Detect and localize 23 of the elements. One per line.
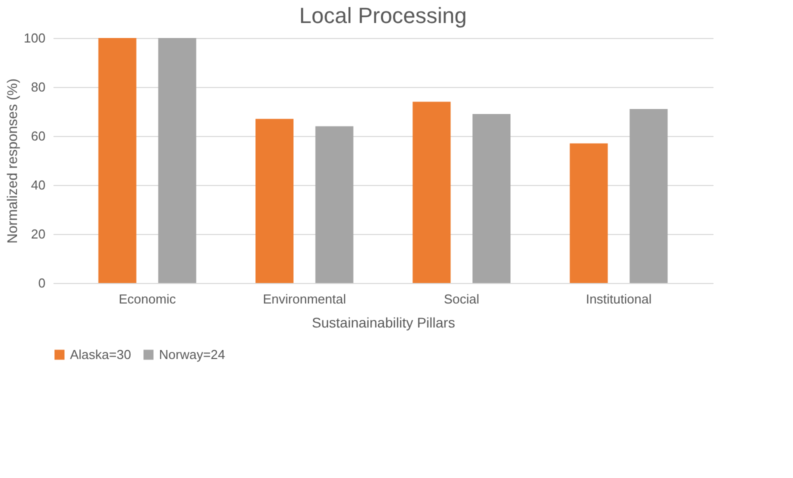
x-tick-label: Institutional [586,292,652,306]
y-axis-title: Normalized responses (%) [4,78,20,244]
legend-label: Alaska=30 [70,346,132,362]
x-tick-label: Environmental [262,292,346,306]
y-tick-label: 20 [31,226,46,242]
bar [630,109,668,283]
y-tick-label: 80 [31,80,46,94]
bar [98,38,136,283]
y-tick-label: 40 [31,178,46,192]
x-axis-title: Sustainainability Pillars [312,314,456,330]
bar [255,118,294,283]
y-tick-label: 100 [24,30,46,46]
y-tick-label: 60 [31,128,46,144]
bar [570,143,608,283]
chart-title: Local Processing [299,3,467,28]
y-tick-label: 0 [38,276,46,290]
bar [158,38,196,283]
bar [412,102,451,283]
x-tick-label: Social [444,292,480,306]
bar [315,126,354,283]
bar [472,114,511,283]
legend-label: Norway=24 [159,346,226,362]
x-tick-label: Economic [118,292,176,306]
